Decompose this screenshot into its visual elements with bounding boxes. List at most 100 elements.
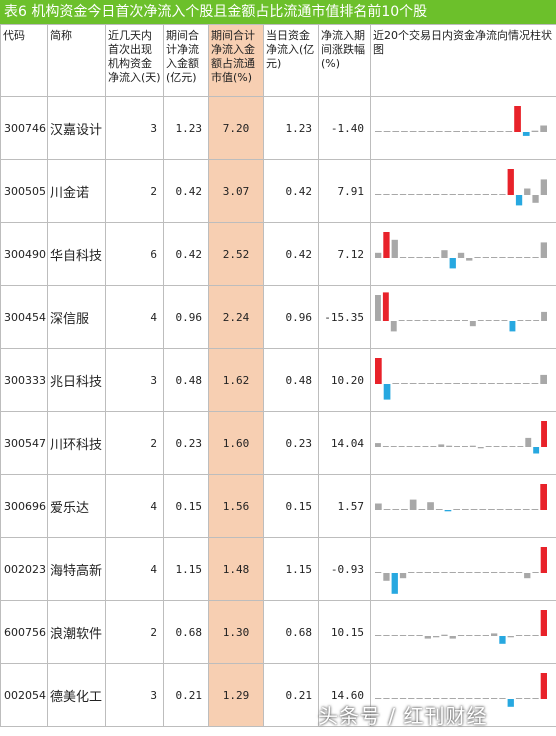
stock-code-cell: 002023	[0, 537, 48, 601]
flow-bar	[392, 382, 400, 384]
flow-bar	[375, 193, 382, 195]
flow-bar	[408, 256, 415, 258]
flow-bar	[398, 319, 405, 321]
flow-bar	[466, 193, 473, 195]
flow-bar	[496, 508, 504, 510]
flow-bar	[435, 508, 443, 510]
stock-code-cell: 300333	[0, 348, 48, 412]
flow-bar	[507, 256, 514, 258]
flow-bar	[449, 571, 456, 573]
total-inflow-cell: 0.23	[163, 411, 209, 475]
flow-bar	[462, 445, 468, 447]
flow-bar	[482, 634, 489, 636]
flow-bar	[441, 193, 448, 195]
price-change-cell: -0.93	[318, 537, 371, 601]
flow-bar	[457, 252, 465, 258]
flow-bar-chart-cell	[370, 222, 556, 286]
today-inflow-cell: 0.48	[263, 348, 319, 412]
inflow-ratio-cell: 1.62	[208, 348, 264, 412]
flow-bar	[505, 508, 513, 510]
flow-bar	[382, 291, 389, 321]
today-inflow-cell: 0.42	[263, 159, 319, 223]
table-row: 300333 兆日科技 3 0.48 1.62 0.48 10.20	[0, 348, 556, 412]
flow-bar	[485, 319, 492, 321]
flow-bar	[375, 357, 382, 384]
flow-bar	[391, 239, 398, 258]
flow-bar	[540, 672, 547, 699]
flow-bar	[479, 130, 487, 132]
flow-bar	[509, 320, 516, 331]
flow-bar	[433, 697, 440, 699]
flow-bar	[449, 257, 456, 268]
flow-bar	[444, 382, 452, 384]
flow-bar-chart	[375, 672, 547, 707]
inflow-ratio-cell: 7.20	[208, 96, 264, 160]
flow-bar	[525, 437, 532, 447]
flow-bar	[383, 193, 390, 195]
stock-name-cell: 浪潮软件	[47, 600, 106, 664]
flow-bar	[515, 256, 523, 258]
flow-bar	[444, 509, 452, 511]
flow-bar	[515, 697, 523, 699]
flow-bar	[501, 445, 508, 447]
flow-bar	[390, 320, 397, 331]
flow-bar	[482, 256, 489, 258]
stock-code-cell: 300454	[0, 285, 48, 349]
inflow-ratio-cell: 2.52	[208, 222, 264, 286]
flow-bar	[414, 445, 421, 447]
flow-bar	[507, 635, 514, 637]
price-change-cell: 10.15	[318, 600, 371, 664]
flow-bar	[424, 256, 431, 258]
flow-bar	[422, 319, 429, 321]
flow-bar	[499, 256, 506, 258]
flow-bar	[375, 571, 382, 573]
flow-bar	[433, 256, 440, 258]
flow-bar	[491, 256, 498, 258]
flow-bar	[499, 635, 506, 644]
flow-bar	[418, 508, 426, 510]
flow-bar-chart-cell	[370, 600, 556, 664]
total-inflow-cell: 0.96	[163, 285, 209, 349]
flow-bar	[408, 571, 415, 573]
flow-bar	[383, 508, 391, 510]
stock-name-cell: 海特高新	[47, 537, 106, 601]
flow-bar	[505, 382, 513, 384]
flow-bar	[441, 249, 448, 258]
days-cell: 6	[105, 222, 164, 286]
flow-bar	[391, 697, 398, 699]
stock-code-cell: 600756	[0, 600, 48, 664]
price-change-cell: 7.91	[318, 159, 371, 223]
inflow-ratio-cell: 1.48	[208, 537, 264, 601]
flow-bar	[462, 130, 469, 132]
today-inflow-cell: 0.68	[263, 600, 319, 664]
flow-bar	[499, 193, 506, 195]
flow-bar	[466, 571, 473, 573]
flow-bar	[524, 256, 531, 258]
flow-bar	[401, 130, 408, 132]
flow-bar-chart-cell	[370, 411, 556, 475]
flow-bar	[391, 193, 398, 195]
stock-code-cell: 300746	[0, 96, 48, 160]
flow-bar	[383, 231, 390, 258]
flow-bar	[406, 445, 413, 447]
flow-bar	[532, 634, 539, 636]
table-row: 300490 华自科技 6 0.42 2.52 0.42 7.12	[0, 222, 556, 286]
flow-bar	[531, 508, 539, 510]
flow-bar	[399, 697, 407, 699]
flow-bar	[418, 130, 426, 132]
total-inflow-cell: 0.48	[163, 348, 209, 412]
flow-bar	[446, 445, 453, 447]
header-total: 期间合计净流入金额(亿元)	[163, 24, 209, 97]
flow-bar	[488, 382, 495, 384]
flow-bar	[438, 443, 445, 447]
flow-bar	[424, 697, 431, 699]
table-row: 002023 海特高新 4 1.15 1.48 1.15 -0.93	[0, 537, 556, 601]
days-cell: 2	[105, 600, 164, 664]
flow-bar	[541, 311, 547, 321]
header-code: 代码	[0, 24, 48, 97]
flow-bar	[540, 241, 547, 258]
flow-bar	[507, 698, 514, 707]
flow-bar	[409, 499, 417, 510]
flow-bar	[474, 697, 481, 699]
flow-bar	[399, 256, 407, 258]
